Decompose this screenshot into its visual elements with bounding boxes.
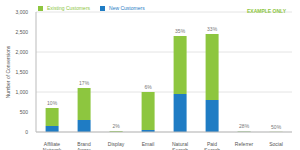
svg-text:PaidSearch: PaidSearch [204, 141, 220, 150]
svg-text:17%: 17% [79, 80, 90, 86]
svg-text:2,500: 2,500 [15, 29, 28, 35]
svg-text:6%: 6% [144, 84, 152, 90]
svg-text:Referrer: Referrer [235, 141, 254, 147]
svg-text:28%: 28% [239, 123, 250, 129]
svg-text:50%: 50% [271, 124, 282, 130]
svg-text:10%: 10% [47, 100, 58, 106]
svg-text:1,000: 1,000 [15, 89, 28, 95]
svg-text:Display: Display [108, 141, 125, 147]
svg-text:500: 500 [20, 109, 29, 115]
svg-text:Number of Conversions: Number of Conversions [8, 45, 11, 98]
html-text:Existing Customers: Existing Customers [47, 5, 91, 11]
svg-text:BrandAware: BrandAware [77, 141, 91, 150]
svg-text:2,000: 2,000 [15, 49, 28, 55]
svg-text:1,500: 1,500 [15, 69, 28, 75]
svg-text:35%: 35% [175, 28, 186, 34]
svg-text:NaturalSearch: NaturalSearch [172, 141, 188, 150]
svg-text:2%: 2% [112, 123, 120, 129]
svg-text:Social: Social [269, 141, 283, 147]
svg-text:3,000: 3,000 [15, 9, 28, 15]
svg-text:33%: 33% [207, 26, 218, 32]
html-text:New Customers: New Customers [109, 5, 145, 11]
html-text:EXAMPLE ONLY: EXAMPLE ONLY [247, 8, 286, 14]
svg-text:0: 0 [25, 129, 28, 135]
svg-text:AffiliateNetwork: AffiliateNetwork [43, 141, 62, 150]
svg-text:Email: Email [142, 141, 155, 147]
